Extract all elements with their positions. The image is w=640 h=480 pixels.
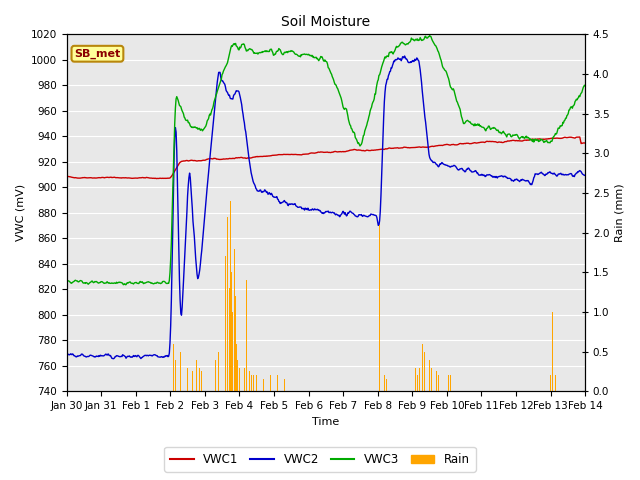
- Text: SB_met: SB_met: [74, 48, 120, 59]
- Y-axis label: Rain (mm): Rain (mm): [615, 183, 625, 242]
- Y-axis label: VWC (mV): VWC (mV): [15, 184, 25, 241]
- Title: Soil Moisture: Soil Moisture: [282, 15, 371, 29]
- Legend: VWC1, VWC2, VWC3, Rain: VWC1, VWC2, VWC3, Rain: [164, 447, 476, 472]
- X-axis label: Time: Time: [312, 417, 339, 427]
